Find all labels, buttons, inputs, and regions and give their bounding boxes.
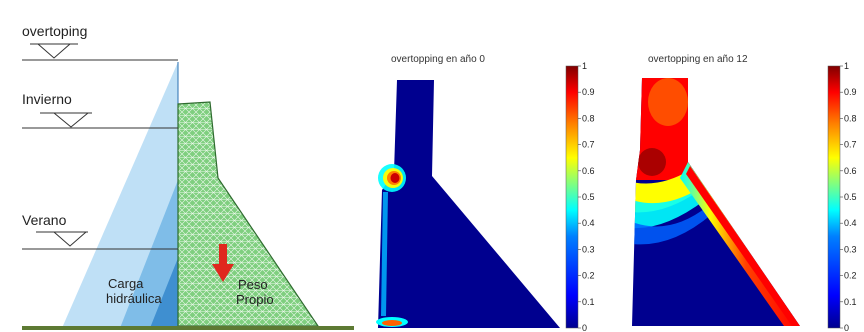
colorbar-tick-label: 0.7 <box>582 140 595 150</box>
colorbar-tick-label: 0.6 <box>844 166 857 176</box>
weight-label-line2: Propio <box>236 292 274 307</box>
dam-diagram: overtoping Invierno Verano Carga hidrául… <box>22 23 354 330</box>
dam-body <box>177 101 320 327</box>
colorbar-tick-label: 0.4 <box>582 218 595 228</box>
contour-plot-year-0 <box>376 80 560 328</box>
colorbar-tick-label: 0.1 <box>844 297 857 307</box>
colorbar-tick-label: 0.2 <box>844 271 857 281</box>
panel-title-year-12: overtopping en año 12 <box>648 54 748 65</box>
colorbar-tick-label: 1 <box>844 61 849 71</box>
colorbar-year-0 <box>565 65 579 329</box>
colorbar-tick-label: 0.5 <box>844 192 857 202</box>
colorbar-tick-label: 0.8 <box>582 113 595 123</box>
colorbar-tick-label: 0 <box>582 323 587 332</box>
colorbar-tick-label: 0 <box>844 323 849 332</box>
self-weight-arrow <box>212 244 234 282</box>
colorbar-tick-label: 0.6 <box>582 166 595 176</box>
colorbar-tick-label: 0.3 <box>582 244 595 254</box>
colorbar-tick-label: 0.9 <box>582 87 595 97</box>
colorbar-tick-label: 0.3 <box>844 244 857 254</box>
colorbar-tick-label: 0.5 <box>582 192 595 202</box>
colorbar-tick-label: 0.1 <box>582 297 595 307</box>
colorbar-tick-label: 0.7 <box>844 140 857 150</box>
colorbar-tick-label: 0.8 <box>844 113 857 123</box>
colorbar-ticks-year-0: 1 0.9 0.8 0.7 0.6 0.5 0.4 0.3 0.2 0.1 0 <box>578 61 595 332</box>
level-label-verano: Verano <box>22 212 67 228</box>
colorbar-tick-label: 0.4 <box>844 218 857 228</box>
ground-line <box>22 326 354 330</box>
water-load-dark <box>150 258 178 328</box>
result-panel-year-12: overtopping en año 12 1 0.9 0.8 0.7 0.6 0.5 0.… <box>632 54 857 332</box>
colorbar-tick-label: 0.2 <box>582 271 595 281</box>
level-marker-verano <box>36 231 88 247</box>
colorbar-ticks-year-12: 1 0.9 0.8 0.7 0.6 0.5 0.4 0.3 0.2 0.1 0 <box>840 61 857 332</box>
load-label-line2: hidráulica <box>106 291 162 306</box>
result-panel-year-0: overtopping en año 0 1 0.9 0.8 0.7 0.6 0.5 0.4… <box>376 54 595 332</box>
level-marker-overtoping <box>30 43 78 59</box>
colorbar-tick-label: 1 <box>582 61 587 71</box>
level-label-overtoping: overtoping <box>22 23 87 39</box>
contour-plot-year-12 <box>632 78 800 326</box>
level-marker-invierno <box>40 112 92 128</box>
colorbar-year-12 <box>827 65 841 329</box>
level-label-invierno: Invierno <box>22 91 72 107</box>
weight-label-line1: Peso <box>238 277 268 292</box>
water-load-mid <box>120 180 178 328</box>
panel-title-year-0: overtopping en año 0 <box>391 54 485 65</box>
load-label-line1: Carga <box>108 276 144 291</box>
colorbar-tick-label: 0.9 <box>844 87 857 97</box>
